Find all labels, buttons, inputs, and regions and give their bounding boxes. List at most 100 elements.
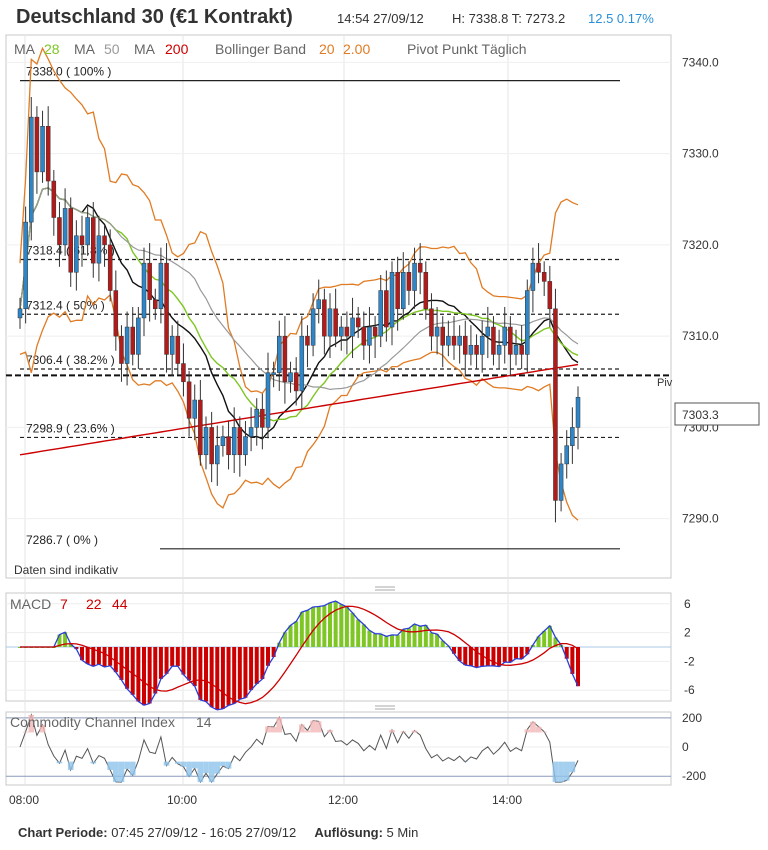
bollinger-lower-line	[19, 293, 579, 521]
candle-body	[299, 335, 305, 392]
pivot-label: Pivot Punkt Täglich	[407, 41, 527, 57]
macd-param-3: 44	[112, 596, 128, 612]
cci-overbought-fill	[315, 721, 322, 733]
candle-body	[254, 408, 259, 428]
bollinger-dev: 2.00	[343, 41, 370, 57]
cci-oversold-fill	[129, 761, 136, 776]
macd-histogram-bar	[220, 647, 225, 709]
candle-body	[277, 335, 282, 373]
macd-histogram-bar	[170, 647, 175, 667]
ma50-line	[19, 187, 579, 391]
candle-body	[45, 126, 51, 182]
candle-body	[237, 427, 243, 456]
x-tick-label: 10:00	[167, 793, 197, 807]
macd-histogram-bar	[536, 636, 541, 647]
candle-body	[265, 372, 271, 428]
macd-title: MACD	[10, 596, 51, 612]
bollinger-middle-line	[19, 187, 579, 440]
candle-body	[558, 463, 564, 501]
macd-histogram-bar	[463, 647, 468, 666]
candle-body	[350, 317, 355, 337]
period-label: Chart Periode:	[18, 825, 108, 840]
candle-body	[215, 445, 220, 465]
y-tick-label: 7310.0	[682, 329, 719, 343]
macd-histogram-bar	[423, 625, 428, 647]
macd-histogram-bar	[502, 647, 507, 663]
candle-body	[417, 262, 423, 273]
candle-body	[158, 262, 164, 310]
current-price-box	[674, 402, 760, 426]
macd-histogram-bar	[226, 647, 231, 706]
candle-body	[395, 272, 400, 310]
macd-histogram-bar	[249, 647, 254, 691]
cci-oversold-fill	[220, 761, 226, 767]
candle-body	[310, 308, 316, 346]
cci-overbought-fill	[400, 731, 407, 733]
cci-oversold-fill	[175, 761, 181, 764]
candle-body	[107, 244, 113, 291]
candle-body	[29, 116, 34, 223]
candle-body	[130, 326, 135, 355]
macd-param-1: 7	[60, 596, 68, 612]
ma-label-1: MA	[14, 41, 36, 57]
macd-histogram-bar	[74, 647, 79, 650]
candle-body	[496, 345, 502, 355]
cci-resize-handle[interactable]	[375, 705, 395, 710]
fib-level-label: 7338.0 ( 100% )	[26, 65, 111, 79]
macd-histogram-bar	[553, 637, 558, 647]
macd-tick-label: -2	[684, 654, 695, 668]
candle-body	[474, 345, 479, 355]
macd-histogram-bar	[232, 647, 237, 704]
candle-body	[40, 126, 45, 173]
ma200-value: 200	[165, 41, 189, 57]
candle-body	[305, 335, 310, 346]
cci-oversold-fill	[180, 761, 187, 767]
candle-body	[96, 235, 102, 264]
candle-body	[226, 436, 231, 456]
macd-param-2: 22	[86, 596, 102, 612]
fib-level-label: 7298.9 ( 23.6% )	[26, 421, 115, 435]
macd-histogram-bar	[344, 606, 349, 647]
macd-histogram-bar	[406, 628, 411, 647]
macd-histogram-bar	[519, 647, 524, 660]
cci-oversold-fill	[113, 761, 119, 782]
macd-histogram-bar	[418, 626, 423, 647]
candle-body	[243, 436, 248, 456]
macd-histogram-bar	[271, 647, 276, 658]
candle-body	[192, 399, 197, 419]
macd-histogram-bar	[158, 647, 163, 679]
macd-histogram-bar	[390, 634, 394, 647]
macd-histogram-bar	[367, 630, 372, 647]
cci-oversold-fill	[558, 761, 564, 783]
cci-oversold-fill	[214, 761, 221, 774]
cci-oversold-fill	[163, 761, 170, 766]
cci-oversold-fill	[107, 761, 113, 770]
cci-oversold-fill	[67, 761, 74, 771]
macd-histogram-bar	[401, 629, 406, 647]
macd-histogram-bar	[485, 647, 490, 666]
macd-histogram-bar	[305, 610, 310, 647]
macd-resize-handle[interactable]	[375, 586, 395, 591]
macd-histogram-bar	[384, 636, 389, 647]
macd-signal-line	[20, 605, 579, 705]
cci-overbought-fill	[22, 731, 29, 733]
cci-oversold-fill	[191, 761, 198, 769]
macd-histogram-bar	[373, 633, 378, 647]
macd-histogram-bar	[468, 647, 473, 666]
candle-body	[378, 290, 383, 337]
cci-oversold-fill	[569, 761, 576, 773]
macd-histogram-bar	[514, 647, 518, 659]
candle-body	[367, 326, 372, 346]
cci-overbought-fill	[411, 730, 418, 733]
x-tick-label: 08:00	[9, 793, 39, 807]
cci-oversold-fill	[124, 761, 130, 770]
macd-histogram-bar	[440, 640, 445, 647]
macd-histogram-bar	[525, 647, 530, 655]
cci-overbought-fill	[299, 724, 305, 733]
ma28-value: 28	[44, 41, 60, 57]
cci-oversold-fill	[225, 761, 232, 769]
macd-histogram-bar	[153, 647, 158, 694]
y-tick-label: 7330.0	[682, 147, 719, 161]
cci-overbought-fill	[265, 726, 271, 733]
